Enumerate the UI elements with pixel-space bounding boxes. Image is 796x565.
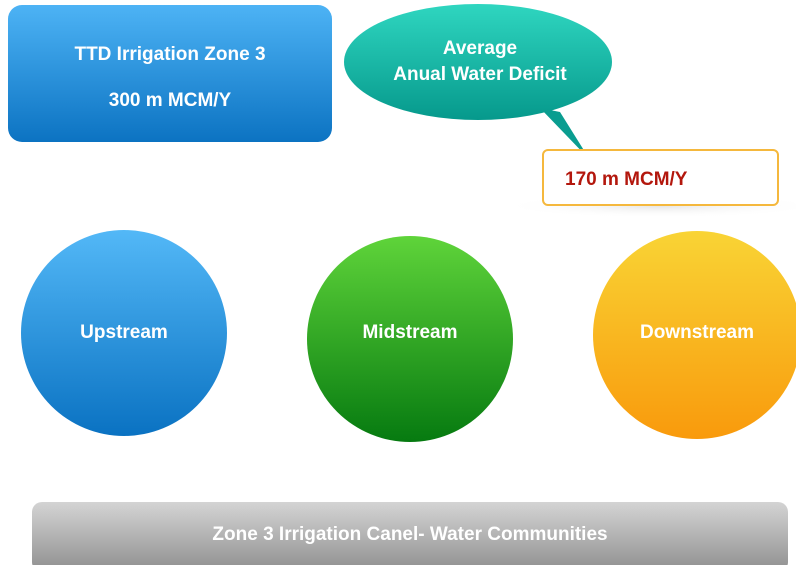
zone-label: Upstream [80, 322, 168, 343]
zone-circle [593, 231, 796, 439]
zone-circle [21, 230, 227, 436]
bubble-line: Anual Water Deficit [393, 64, 567, 85]
zone-label: Midstream [362, 322, 457, 343]
bubble-line: Average [443, 38, 517, 59]
bubble-tail [540, 108, 590, 160]
canal-label: Zone 3 Irrigation Canel- Water Communiti… [212, 524, 607, 545]
zone-value: 300 m MCM/Y [109, 90, 232, 111]
canal-bar [32, 502, 788, 565]
deficit-value: 170 m MCM/Y [565, 169, 688, 190]
zone-title: TTD Irrigation Zone 3 [74, 44, 265, 65]
zone-circle [307, 236, 513, 442]
deficit-bubble [344, 4, 612, 120]
zone-box [8, 5, 332, 142]
zone-label: Downstream [640, 322, 754, 343]
deficit-box [542, 149, 779, 206]
